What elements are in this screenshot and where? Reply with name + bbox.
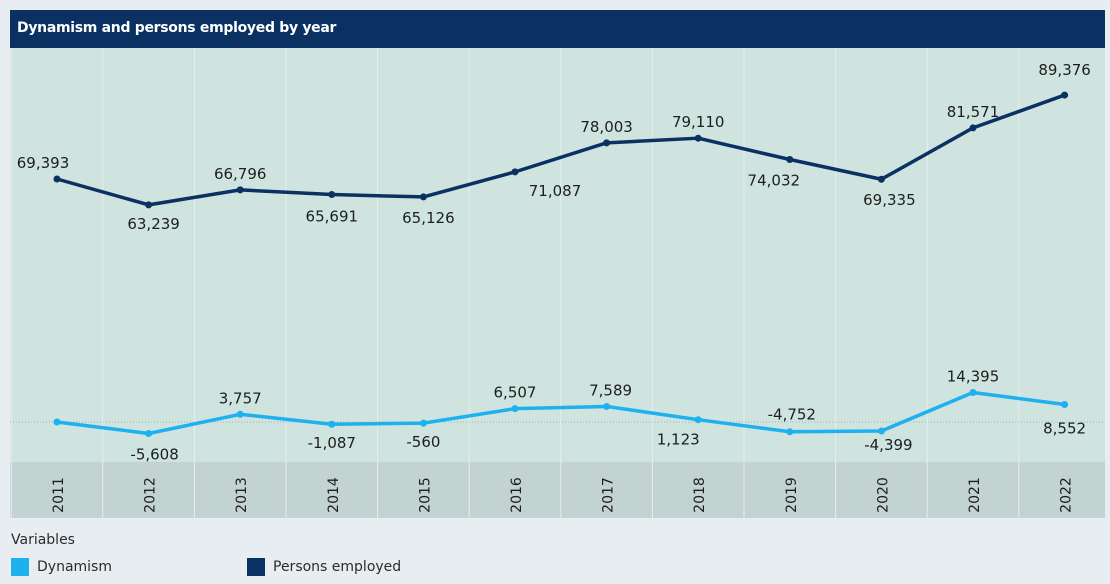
data-point[interactable] <box>511 405 519 413</box>
data-point[interactable] <box>145 429 153 437</box>
data-point[interactable] <box>53 175 61 183</box>
data-point[interactable] <box>1061 91 1069 99</box>
data-label: 89,376 <box>1038 61 1091 79</box>
legend: Variables Dynamism Persons employed <box>10 532 1105 584</box>
data-label: 1,123 <box>657 431 700 449</box>
data-point[interactable] <box>877 427 885 435</box>
data-point[interactable] <box>419 419 427 427</box>
x-tick-label: 2018 <box>692 477 708 513</box>
data-point[interactable] <box>145 201 153 209</box>
data-label: 69,393 <box>17 154 70 172</box>
data-label: -4,752 <box>768 406 816 424</box>
x-tick-label: 2013 <box>234 477 250 513</box>
data-label: 65,691 <box>306 208 359 226</box>
data-label: 7,589 <box>589 381 632 399</box>
data-point[interactable] <box>1061 400 1069 408</box>
data-label: 79,110 <box>672 113 725 131</box>
data-point[interactable] <box>969 388 977 396</box>
x-tick-label: 2022 <box>1059 477 1075 513</box>
data-label: 3,757 <box>219 389 262 407</box>
chart-title: Dynamism and persons employed by year <box>17 20 337 36</box>
data-label: 66,796 <box>214 165 267 183</box>
x-tick-label: 2014 <box>326 477 342 513</box>
data-label: -1,087 <box>308 434 356 452</box>
chart-container: Dynamism and persons employed by year 69… <box>10 10 1105 584</box>
data-label: 14,395 <box>947 367 1000 385</box>
data-point[interactable] <box>328 191 336 199</box>
x-tick-label: 2019 <box>784 477 800 513</box>
legend-swatch-dynamism <box>11 558 29 576</box>
series-line <box>55 93 1067 207</box>
data-label: 6,507 <box>494 384 537 402</box>
data-point[interactable] <box>236 186 244 194</box>
data-label: -4,399 <box>864 436 912 454</box>
series-line <box>55 390 1067 436</box>
x-tick-label: 2017 <box>601 477 617 513</box>
legend-label-dynamism: Dynamism <box>37 559 112 575</box>
data-label: 81,571 <box>947 103 1000 121</box>
series-dynamism: -5,608 3,757 -1,087 -560 6,507 7,589 1,123 -4,7… <box>53 367 1086 463</box>
data-point[interactable] <box>53 418 61 426</box>
data-point[interactable] <box>419 193 427 201</box>
x-tick-label: 2015 <box>417 477 433 513</box>
data-label: 74,032 <box>748 172 801 190</box>
data-point[interactable] <box>877 175 885 183</box>
data-point[interactable] <box>969 124 977 132</box>
data-label: 71,087 <box>529 182 582 200</box>
data-point[interactable] <box>694 416 702 424</box>
data-point[interactable] <box>786 428 794 436</box>
plot-area <box>10 48 1105 462</box>
data-point[interactable] <box>511 168 519 176</box>
x-tick-label: 2020 <box>875 477 891 513</box>
line-chart: 69,393 63,239 66,796 65,691 65,126 71,087 78,0… <box>10 48 1105 518</box>
x-tick-labels: 2011 2012 2013 2014 2015 2016 2017 2018 2019 2020… <box>51 477 1075 513</box>
legend-title: Variables <box>11 532 75 548</box>
x-tick-label: 2016 <box>509 477 525 513</box>
data-label: 63,239 <box>127 215 180 233</box>
grid-lines <box>10 48 1020 518</box>
x-tick-label: 2011 <box>51 477 67 513</box>
legend-swatch-persons-employed <box>247 558 265 576</box>
data-label: 8,552 <box>1043 419 1086 437</box>
data-label: 69,335 <box>863 191 916 209</box>
data-point[interactable] <box>328 420 336 428</box>
x-tick-label: 2021 <box>967 477 983 513</box>
data-label: 65,126 <box>402 209 455 227</box>
data-point[interactable] <box>603 402 611 410</box>
data-label: -5,608 <box>130 445 178 463</box>
legend-label-persons-employed: Persons employed <box>273 559 402 575</box>
x-axis-band <box>10 462 1105 518</box>
data-point[interactable] <box>694 134 702 142</box>
data-point[interactable] <box>603 139 611 147</box>
data-label: -560 <box>406 433 440 451</box>
data-label: 78,003 <box>580 118 633 136</box>
x-tick-label: 2012 <box>143 477 159 513</box>
data-point[interactable] <box>236 410 244 418</box>
chart-title-bar: Dynamism and persons employed by year <box>10 10 1105 48</box>
series-persons-employed: 69,393 63,239 66,796 65,691 65,126 71,087 78,0… <box>17 61 1091 233</box>
data-point[interactable] <box>786 156 794 164</box>
